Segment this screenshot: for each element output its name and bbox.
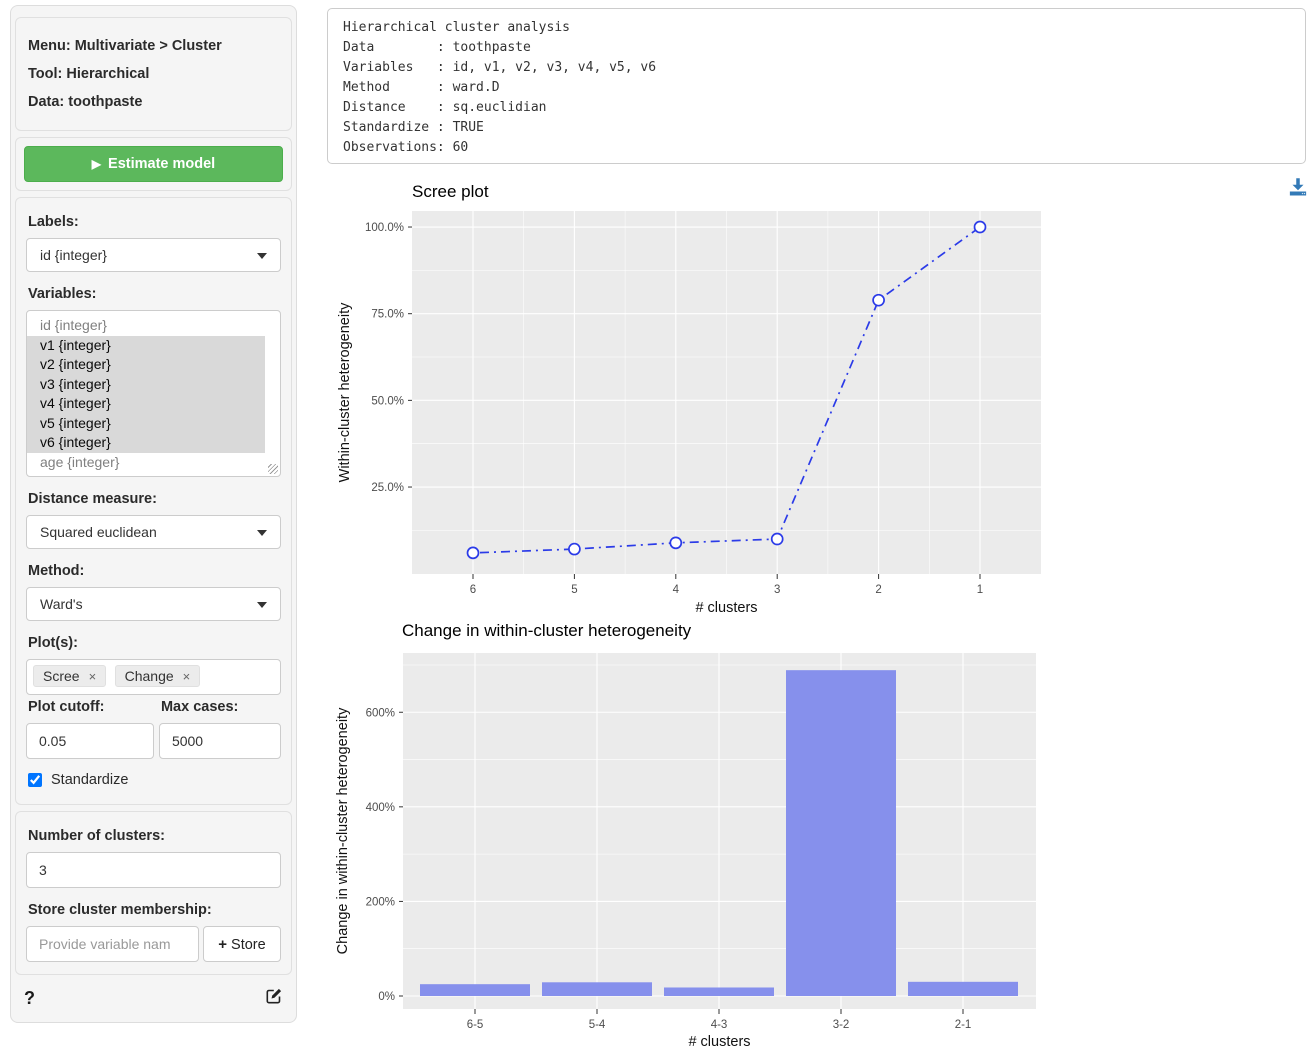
- help-icon[interactable]: ?: [24, 988, 35, 1008]
- dataset-label: Data: toothpaste: [28, 94, 143, 110]
- method-label: Method:: [28, 563, 85, 579]
- max-cases-input[interactable]: [158, 723, 281, 759]
- plots-tag-input[interactable]: Scree × Change ×: [26, 659, 281, 695]
- plots-label: Plot(s):: [28, 635, 78, 651]
- labels-label: Labels:: [28, 214, 79, 230]
- summary-text: Hierarchical cluster analysis Data : too…: [343, 20, 657, 155]
- edit-report-icon[interactable]: [265, 987, 283, 1010]
- variable-option[interactable]: v5 {integer}: [27, 413, 265, 433]
- play-icon: ▶: [91, 157, 102, 171]
- distance-label: Distance measure:: [28, 491, 157, 507]
- menu-breadcrumb: Menu: Multivariate > Cluster: [28, 38, 222, 54]
- remove-tag-icon[interactable]: ×: [88, 669, 97, 684]
- variable-option[interactable]: v3 {integer}: [27, 374, 265, 394]
- svg-text:5-4: 5-4: [589, 1019, 606, 1031]
- labels-select[interactable]: id {integer}: [26, 238, 281, 272]
- svg-text:Within-cluster heterogeneity: Within-cluster heterogeneity: [337, 302, 353, 482]
- distance-select[interactable]: Squared euclidean: [26, 515, 281, 549]
- standardize-label: Standardize: [51, 772, 129, 788]
- cluster-panel: Number of clusters: Store cluster member…: [15, 811, 292, 975]
- variable-option[interactable]: v4 {integer}: [27, 394, 265, 414]
- svg-text:3-2: 3-2: [833, 1019, 850, 1031]
- standardize-checkbox[interactable]: [28, 773, 42, 787]
- svg-text:5: 5: [571, 584, 577, 596]
- plot-cutoff-input[interactable]: [26, 723, 154, 759]
- svg-text:Change in within-cluster heter: Change in within-cluster heterogeneity: [335, 707, 351, 954]
- summary-output-panel: Hierarchical cluster analysis Data : too…: [327, 8, 1306, 164]
- model-info-panel: Menu: Multivariate > Cluster Tool: Hiera…: [15, 17, 292, 131]
- estimate-model-label: Estimate model: [108, 156, 216, 172]
- estimate-panel: ▶ Estimate model: [15, 137, 292, 191]
- max-cases-label: Max cases:: [160, 699, 239, 715]
- store-membership-label: Store cluster membership:: [28, 902, 212, 918]
- tool-label: Tool: Hierarchical: [28, 66, 150, 82]
- svg-text:50.0%: 50.0%: [371, 395, 404, 407]
- variable-option[interactable]: age {integer}: [40, 453, 120, 470]
- distance-selected-value: Squared euclidean: [40, 524, 157, 540]
- change-plot-title: Change in within-cluster heterogeneity: [402, 621, 692, 640]
- plot-tag-scree[interactable]: Scree ×: [33, 665, 107, 687]
- svg-text:6: 6: [470, 584, 476, 596]
- svg-text:4: 4: [673, 584, 680, 596]
- plot-cutoff-label: Plot cutoff:: [28, 699, 105, 715]
- variable-option[interactable]: id {integer}: [40, 317, 107, 333]
- svg-text:1: 1: [977, 584, 983, 596]
- change-plot: 0% 200% 400% 600% 6-5 5-4 4-3 3-2 2-1 # clusters C…: [335, 653, 1036, 1050]
- num-clusters-input[interactable]: [26, 852, 281, 888]
- variables-listbox[interactable]: id {integer} v1 {integer} v2 {integer} v…: [26, 310, 281, 477]
- estimate-model-button[interactable]: ▶ Estimate model: [24, 146, 283, 182]
- svg-text:25.0%: 25.0%: [371, 482, 404, 494]
- svg-text:75.0%: 75.0%: [371, 309, 404, 321]
- variables-label: Variables:: [28, 286, 97, 302]
- chevron-down-icon: [257, 253, 267, 259]
- svg-text:600%: 600%: [366, 707, 395, 719]
- svg-text:2: 2: [875, 584, 881, 596]
- store-variable-input[interactable]: [26, 926, 199, 962]
- resize-handle[interactable]: [268, 464, 278, 474]
- store-button-label: Store: [231, 936, 266, 953]
- method-select[interactable]: Ward's: [26, 587, 281, 621]
- variable-option[interactable]: v1 {integer}: [27, 335, 265, 355]
- plot-tag-label: Scree: [43, 668, 80, 684]
- svg-text:2-1: 2-1: [955, 1019, 972, 1031]
- scree-plot: 25.0% 50.0% 75.0% 100.0% 6 5 4 3 2 1 # clusters Wit…: [337, 211, 1041, 616]
- method-selected-value: Ward's: [40, 596, 83, 612]
- svg-text:100.0%: 100.0%: [365, 222, 404, 234]
- svg-text:# clusters: # clusters: [688, 1034, 750, 1050]
- store-button[interactable]: + Store: [203, 926, 281, 962]
- remove-tag-icon[interactable]: ×: [182, 669, 191, 684]
- model-controls-panel: Labels: id {integer} Variables: id {inte…: [15, 197, 292, 805]
- plus-icon: +: [218, 935, 228, 953]
- plot-tag-change[interactable]: Change ×: [114, 665, 201, 687]
- svg-text:4-3: 4-3: [711, 1019, 728, 1031]
- variable-option[interactable]: v2 {integer}: [27, 355, 265, 375]
- num-clusters-label: Number of clusters:: [28, 828, 165, 844]
- svg-text:0%: 0%: [378, 991, 395, 1003]
- variable-option[interactable]: v6 {integer}: [27, 433, 265, 453]
- sidebar-footer: ?: [14, 981, 293, 1010]
- svg-text:# clusters: # clusters: [695, 600, 757, 616]
- download-plot-icon[interactable]: [1288, 177, 1308, 197]
- svg-text:6-5: 6-5: [467, 1019, 484, 1031]
- plot-tag-label: Change: [124, 668, 174, 684]
- labels-selected-value: id {integer}: [40, 247, 107, 263]
- svg-text:400%: 400%: [366, 802, 395, 814]
- sidebar: Menu: Multivariate > Cluster Tool: Hiera…: [10, 5, 297, 1023]
- svg-text:3: 3: [774, 584, 780, 596]
- scree-plot-title: Scree plot: [412, 182, 489, 201]
- chevron-down-icon: [257, 530, 267, 536]
- chevron-down-icon: [257, 602, 267, 608]
- svg-text:200%: 200%: [366, 896, 395, 908]
